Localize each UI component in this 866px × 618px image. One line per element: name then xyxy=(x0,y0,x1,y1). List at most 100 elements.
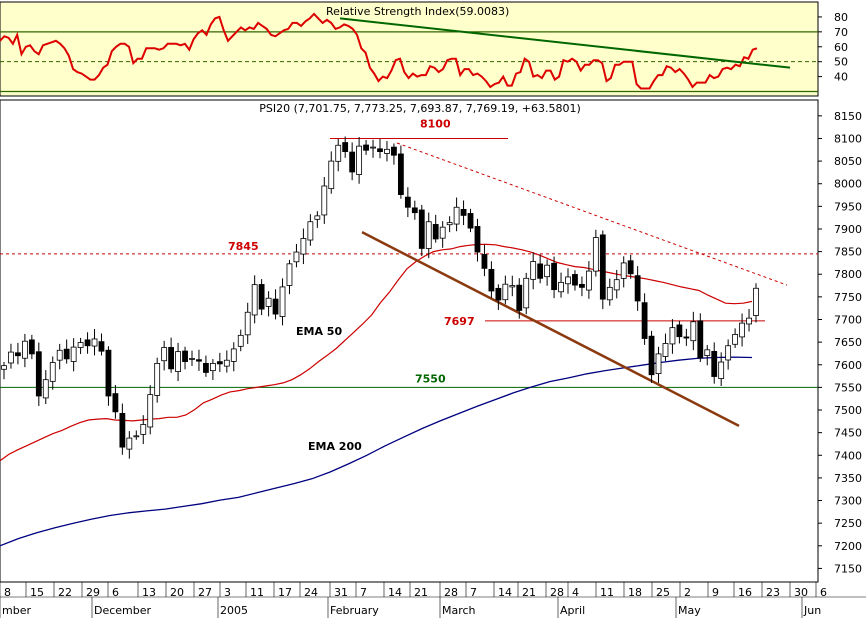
price-tick-label: 8150 xyxy=(834,110,862,123)
candle-body xyxy=(460,208,467,216)
ema50-line xyxy=(0,243,753,462)
ema50-label: EMA 50 xyxy=(296,325,342,338)
candle-body xyxy=(585,270,592,291)
x-day-label: 22 xyxy=(58,586,72,599)
x-day-label: 27 xyxy=(198,586,212,599)
candle-body xyxy=(342,142,349,152)
candle-body xyxy=(56,349,63,361)
candle-body xyxy=(544,264,551,278)
candle-body xyxy=(676,324,683,338)
candle-body xyxy=(488,268,495,292)
price-tick-label: 7700 xyxy=(834,314,862,327)
x-day-label: 29 xyxy=(86,586,100,599)
candle-body xyxy=(77,342,84,348)
candle-body xyxy=(307,221,314,241)
candle-body xyxy=(425,221,432,249)
candle-body xyxy=(21,340,28,359)
candle-body xyxy=(237,334,244,347)
candle-body xyxy=(1,365,7,370)
price-tick-label: 7850 xyxy=(834,246,862,259)
candle-body xyxy=(453,206,460,225)
price-axis-ticks: 8150 8100 8050 8000 7950 7900 7850 7800 7750 7700… xyxy=(818,110,862,575)
x-day-label: 31 xyxy=(334,586,348,599)
x-day-label: 17 xyxy=(278,586,292,599)
candle-body xyxy=(753,287,759,316)
candle-body xyxy=(690,321,697,342)
x-day-label: 14 xyxy=(498,586,512,599)
candle-body xyxy=(669,327,676,345)
x-day-label: 23 xyxy=(766,586,780,599)
x-day-label: 15 xyxy=(30,586,44,599)
candle-body xyxy=(42,379,49,399)
candle-body xyxy=(91,338,98,347)
candle-body xyxy=(572,274,578,286)
price-tick-label: 7750 xyxy=(834,291,862,304)
candle-body xyxy=(209,363,216,372)
x-day-label: 6 xyxy=(112,586,119,599)
x-day-label: 8 xyxy=(4,586,11,599)
candle-body xyxy=(537,263,544,279)
candle-body xyxy=(182,350,188,362)
candle-body xyxy=(558,281,564,293)
candle-body xyxy=(328,160,335,190)
x-month-label: December xyxy=(94,604,152,617)
x-day-label: 30 xyxy=(794,586,808,599)
x-day-label: 3 xyxy=(224,586,231,599)
rsi-tick-label: 50 xyxy=(834,56,848,69)
candle-body xyxy=(168,347,175,370)
candle-body xyxy=(223,359,230,367)
candle-body xyxy=(620,262,627,279)
candle-body xyxy=(286,263,293,286)
candle-body xyxy=(230,348,237,362)
candle-body xyxy=(15,352,21,357)
candle-body xyxy=(662,343,669,357)
level-lines: 7845 7550 8100 7697 xyxy=(0,117,818,388)
candle-body xyxy=(112,393,119,413)
rsi-tick-label: 40 xyxy=(834,71,848,84)
x-day-label: 11 xyxy=(250,586,264,599)
price-tick-label: 7300 xyxy=(834,495,862,508)
candle-body xyxy=(509,285,516,288)
candle-body xyxy=(411,207,418,214)
candle-body xyxy=(739,322,745,338)
x-month-label: May xyxy=(678,604,701,617)
candle-body xyxy=(697,320,704,359)
candle-body xyxy=(356,145,363,175)
x-day-label: 28 xyxy=(444,586,458,599)
rsi-trend-line xyxy=(339,17,791,69)
x-month-label: 2005 xyxy=(220,604,248,617)
x-day-label: 25 xyxy=(656,586,670,599)
candle-body xyxy=(599,234,606,300)
candle-body xyxy=(251,284,258,316)
x-day-label: 6 xyxy=(820,586,827,599)
support-trend-line xyxy=(361,231,740,427)
rsi-line xyxy=(0,12,758,90)
candle-body xyxy=(175,351,181,372)
rsi-title: Relative Strength Index(59.0083) xyxy=(326,5,509,18)
candle-body xyxy=(746,317,752,325)
price-tick-label: 7550 xyxy=(834,381,862,394)
rsi-tick-label: 70 xyxy=(834,26,848,39)
candle-body xyxy=(711,350,718,377)
candle-body xyxy=(495,287,502,301)
level-label-8100: 8100 xyxy=(420,117,451,130)
candle-body xyxy=(725,345,732,361)
x-day-label: 7 xyxy=(470,586,477,599)
price-tick-label: 7250 xyxy=(834,517,862,530)
candle-body xyxy=(119,413,126,448)
candle-body xyxy=(474,226,481,253)
x-day-label: 2 xyxy=(684,586,691,599)
x-month-label: February xyxy=(330,604,379,617)
candle-body xyxy=(634,275,641,302)
candle-body xyxy=(391,146,397,156)
candlesticks xyxy=(1,136,759,459)
x-day-label: 20 xyxy=(170,586,184,599)
x-month-label: Jun xyxy=(803,604,821,617)
x-axis: 8 15 22 29 6 13 20 27 3 11 17 24 31 7 14 21 28 7 14 21 28 4 11… xyxy=(0,582,866,618)
candle-body xyxy=(84,339,91,347)
candle-body xyxy=(377,148,383,152)
x-month-label: April xyxy=(560,604,585,617)
candle-body xyxy=(147,394,154,428)
x-month-label: March xyxy=(442,604,476,617)
